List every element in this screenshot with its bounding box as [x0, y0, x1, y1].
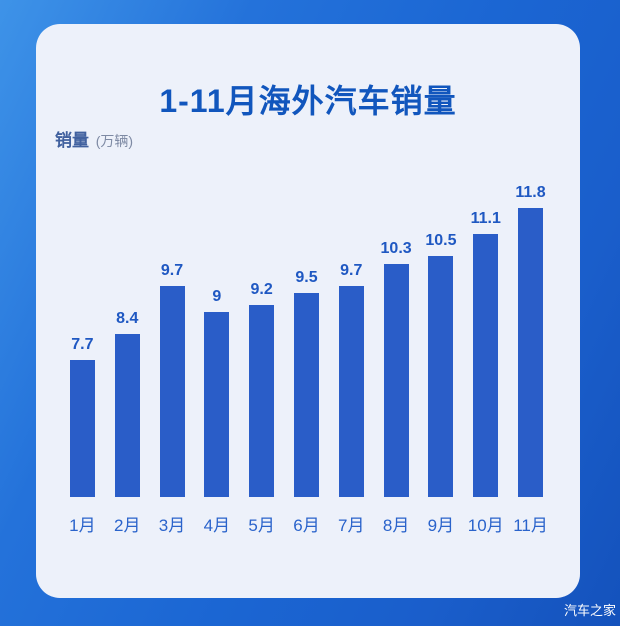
x-axis-tick-label: 4月	[203, 516, 231, 535]
bar-column: 7.7	[60, 336, 105, 497]
bar-column: 10.5	[419, 232, 464, 497]
bar	[249, 305, 275, 497]
bar	[518, 208, 544, 497]
watermark: 汽车之家	[563, 603, 616, 618]
bar	[69, 360, 95, 497]
bar	[338, 286, 364, 497]
bar-column: 8.4	[105, 310, 150, 497]
bar-value-label: 8.4	[116, 310, 139, 327]
bar-value-label: 9	[212, 288, 222, 305]
bar-column: 11.1	[463, 210, 508, 497]
chart-card: 1-11月海外汽车销量 销量 (万辆) 7.7 8.4 9.7 9 9.2 9.5 9.7 1…	[36, 24, 580, 598]
bar-column: 9	[194, 288, 239, 497]
x-axis-tick-label: 8月	[382, 516, 410, 535]
x-axis-labels: 1月 2月 3月 4月 5月 6月 7月 8月 9月 10月 11月	[60, 511, 553, 536]
bar	[114, 334, 140, 497]
bar-value-label: 11.8	[515, 184, 546, 201]
x-axis-tick-label: 2月	[113, 516, 141, 535]
x-axis-tick-label: 10月	[467, 516, 504, 535]
bar-column: 10.3	[374, 240, 419, 497]
bar	[428, 256, 454, 497]
bar	[293, 293, 319, 497]
bar-value-label: 9.2	[250, 281, 273, 298]
x-axis-tick-label: 6月	[293, 516, 320, 535]
bar-value-label: 10.3	[380, 240, 412, 257]
bar	[473, 234, 499, 497]
bar-column: 9.7	[329, 262, 374, 497]
y-axis-unit: (万辆)	[95, 133, 134, 149]
bar-chart: 7.7 8.4 9.7 9 9.2 9.5 9.7 10.3 10.5 11.1 11.8	[60, 184, 553, 497]
bar-value-label: 10.5	[425, 232, 457, 249]
x-axis-tick-label: 11月	[513, 516, 548, 535]
bar-value-label: 9.7	[340, 262, 363, 279]
bar-column: 9.7	[150, 262, 195, 497]
bar-column: 11.8	[508, 184, 553, 497]
chart-title: 1-11月海外汽车销量	[159, 83, 457, 119]
bar-column: 9.5	[284, 269, 329, 497]
bar	[204, 312, 230, 497]
bar	[159, 286, 185, 497]
x-axis-tick-label: 5月	[248, 516, 275, 535]
x-axis-tick-label: 3月	[158, 516, 186, 535]
y-axis-label: 销量 (万辆)	[55, 126, 133, 151]
x-axis-tick-label: 1月	[69, 516, 96, 535]
bar-column: 9.2	[239, 281, 284, 497]
x-axis-tick-label: 9月	[427, 516, 455, 535]
bar-value-label: 11.1	[470, 210, 501, 227]
bar	[383, 264, 409, 497]
y-axis-label-text: 销量	[55, 131, 89, 150]
bar-value-label: 9.7	[160, 262, 184, 279]
bar-value-label: 9.5	[295, 269, 318, 286]
x-axis-tick-label: 7月	[338, 516, 365, 535]
bar-value-label: 7.7	[71, 336, 94, 353]
